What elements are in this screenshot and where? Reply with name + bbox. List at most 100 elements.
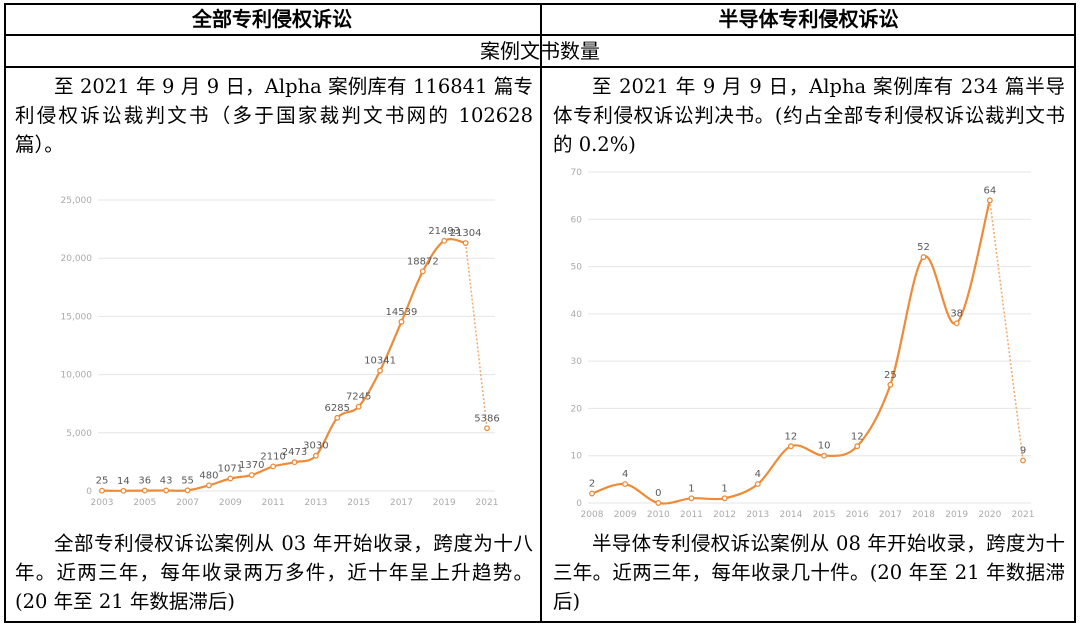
data-label: 1370 (239, 460, 264, 471)
x-tick-label: 2016 (846, 510, 869, 520)
data-label: 0 (655, 488, 661, 499)
data-label: 25 (96, 476, 109, 487)
data-point (99, 487, 105, 494)
data-point (484, 425, 490, 432)
data-label: 2473 (282, 447, 307, 458)
y-tick-label: 20 (571, 404, 583, 414)
x-tick-label: 2017 (390, 498, 413, 508)
data-label: 4 (622, 469, 628, 480)
data-label: 38 (950, 308, 963, 319)
y-tick-label: 0 (576, 499, 582, 509)
subheader-divider (4, 66, 1076, 68)
data-label: 2 (589, 479, 595, 490)
data-point (854, 443, 861, 450)
x-tick-label: 2007 (176, 498, 199, 508)
data-point (441, 237, 448, 244)
x-tick-label: 2010 (647, 510, 670, 520)
x-tick-label: 2014 (779, 510, 802, 520)
x-tick-label: 2011 (680, 510, 703, 520)
data-label: 480 (199, 470, 218, 481)
y-tick-label: 10,000 (61, 371, 93, 381)
data-label: 55 (181, 475, 194, 486)
data-point (120, 487, 127, 494)
y-tick-label: 60 (571, 215, 583, 225)
data-label: 14539 (386, 307, 418, 318)
y-tick-label: 40 (571, 310, 583, 320)
data-point (986, 197, 993, 204)
x-tick-label: 2013 (304, 498, 327, 508)
data-label: 64 (983, 185, 996, 196)
x-tick-label: 2019 (945, 510, 968, 520)
y-tick-label: 50 (571, 263, 583, 273)
x-tick-label: 2003 (91, 498, 114, 508)
data-point (462, 240, 469, 246)
data-label: 21493 (428, 226, 460, 237)
data-label: 36 (138, 476, 151, 487)
x-tick-label: 2015 (347, 498, 370, 508)
chart-all-patent: 0 5,000 10,000 15,000 20,000 25,000 2003 2005 20… (61, 196, 500, 508)
data-label: 1071 (218, 464, 243, 475)
data-label: 12 (851, 431, 864, 442)
data-label: 4 (755, 469, 761, 480)
data-point (312, 452, 319, 459)
x-tick-label: 2017 (879, 510, 902, 520)
y-tick-label: 5,000 (66, 429, 92, 439)
data-point (355, 403, 362, 410)
y-tick-label: 30 (571, 357, 583, 367)
data-label: 7245 (346, 392, 371, 403)
data-point (419, 268, 426, 275)
x-tick-label: 2009 (219, 498, 242, 508)
x-tick-label: 2018 (912, 510, 935, 520)
column-divider (540, 3, 542, 623)
data-label: 12 (785, 431, 798, 442)
data-point (953, 320, 960, 327)
data-point (291, 459, 298, 466)
data-point (1020, 457, 1026, 464)
data-point (887, 381, 894, 388)
data-label: 43 (160, 475, 173, 486)
data-point (721, 495, 728, 502)
data-point (589, 490, 595, 497)
data-point (821, 452, 828, 459)
left-intro-text: 至 2021 年 9 月 9 日，Alpha 案例库有 116841 篇专利侵权… (15, 75, 533, 156)
data-label: 25 (884, 370, 897, 381)
data-point (398, 318, 405, 325)
data-label: 1 (688, 483, 694, 494)
data-point (688, 495, 695, 502)
left-summary-text: 全部专利侵权诉讼案例从 03 年开始收录，跨度为十八年。近两三年，每年收录两万多… (15, 532, 533, 613)
series-line-lagging (989, 200, 1024, 461)
x-tick-label: 2008 (581, 510, 604, 520)
data-label: 10 (818, 441, 831, 452)
x-tick-label: 2013 (746, 510, 769, 520)
data-point (184, 487, 191, 494)
series-line (591, 200, 991, 505)
data-label: 21304 (450, 228, 482, 239)
data-point (787, 443, 794, 450)
data-label: 10341 (364, 356, 396, 367)
data-label: 14 (117, 476, 130, 487)
data-point (270, 463, 277, 470)
subheader-case-count: 案例文书数量 (480, 39, 600, 63)
data-label: 6285 (325, 403, 350, 414)
header-divider (4, 34, 1076, 36)
x-tick-label: 2021 (1012, 510, 1035, 520)
data-point (622, 481, 629, 488)
x-tick-label: 2015 (813, 510, 836, 520)
x-tick-label: 2012 (713, 510, 736, 520)
data-label: 18872 (407, 256, 439, 267)
header-semiconductor: 半导体专利侵权诉讼 (718, 7, 899, 31)
data-label: 1 (721, 483, 727, 494)
x-tick-label: 2020 (978, 510, 1001, 520)
x-tick-label: 2019 (433, 498, 456, 508)
y-tick-label: 15,000 (61, 312, 93, 322)
data-point (334, 414, 341, 421)
data-point (141, 487, 148, 494)
data-point (655, 500, 662, 506)
series-line-lagging (464, 242, 488, 429)
data-point (163, 487, 170, 494)
x-tick-label: 2009 (614, 510, 637, 520)
data-point (227, 475, 234, 482)
data-label: 52 (917, 242, 930, 253)
x-tick-label: 2005 (133, 498, 156, 508)
